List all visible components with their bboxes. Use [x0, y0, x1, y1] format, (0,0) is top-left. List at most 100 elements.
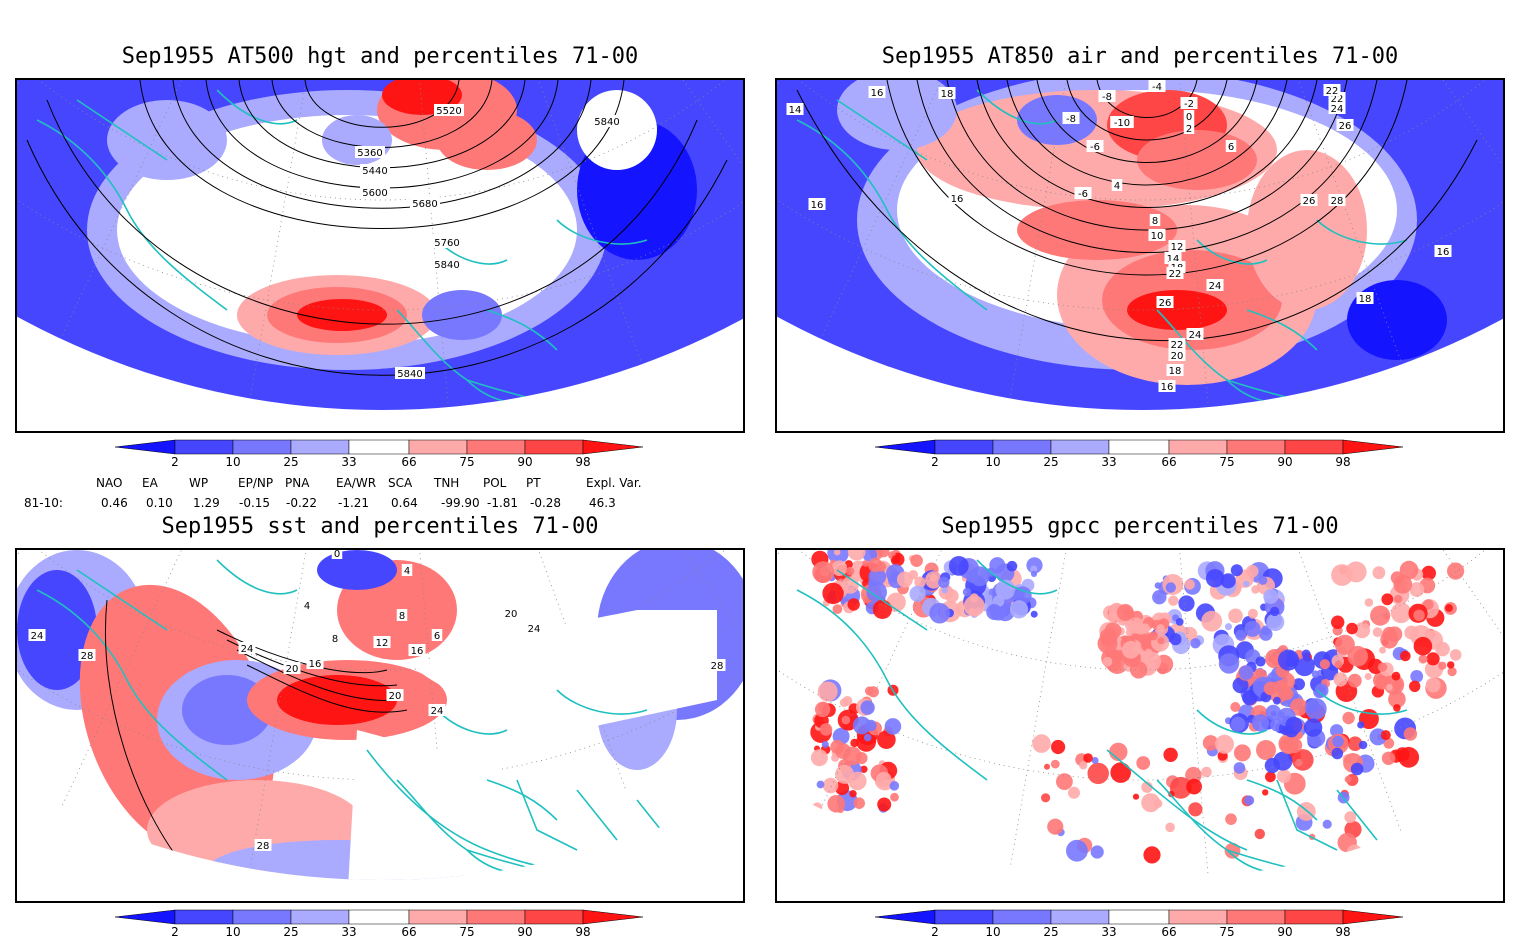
precip-anomaly-cell	[1278, 733, 1299, 754]
contour-line	[304, 80, 460, 128]
precip-anomaly-cell	[1398, 746, 1420, 768]
precip-anomaly-cell	[1215, 734, 1234, 754]
precip-anomaly-cell	[1050, 759, 1060, 769]
contour-line	[886, 80, 1408, 276]
anomaly-region	[1127, 290, 1227, 330]
contour-label-box	[373, 636, 391, 648]
precip-anomaly-cell	[862, 560, 869, 567]
indices-row-label: 81-10:	[24, 496, 63, 510]
contour-label: 5840	[594, 117, 619, 128]
precip-anomaly-cell	[884, 718, 902, 735]
precip-anomaly-cell	[1110, 649, 1119, 658]
precip-anomaly-cell	[1148, 631, 1158, 641]
precip-anomaly-cell	[837, 806, 844, 813]
precip-anomaly-cell	[1006, 560, 1018, 572]
precip-anomaly-cell	[1262, 789, 1269, 796]
contour-label-box	[408, 644, 426, 656]
precip-anomaly-cell	[1083, 753, 1093, 763]
precip-anomaly-cell	[1447, 562, 1465, 580]
precip-anomaly-cell	[1132, 793, 1140, 800]
contour-label: 0	[1186, 112, 1192, 123]
contour-label: -8	[1102, 92, 1112, 103]
precip-anomaly-cell	[1233, 744, 1251, 762]
precip-anomaly-cell	[1254, 828, 1265, 840]
colorbar-tick-label: 98	[575, 925, 591, 939]
colorbar-segment	[934, 439, 994, 455]
precip-anomaly-cell	[1030, 570, 1038, 577]
contour-label: 12	[376, 638, 389, 649]
colorbar-segment	[290, 909, 350, 925]
indices-header-row: NAO EA WP EP/NP PNA EA/WR SCA TNH POL PT Expl. Var…	[0, 476, 760, 492]
contour-label: 16	[309, 659, 322, 670]
contour-label-box	[592, 115, 622, 127]
contour-label-box	[1166, 267, 1184, 279]
colorbar-tick-label: 75	[459, 455, 475, 469]
contour-label: 5840	[434, 260, 459, 271]
precip-anomaly-cell	[860, 765, 868, 773]
index-value: -0.15	[239, 496, 271, 510]
precip-anomaly-cell	[1292, 678, 1305, 691]
precip-anomaly-cell	[1139, 623, 1151, 634]
precip-anomaly-cell	[1377, 662, 1388, 672]
colorbar-tick-label: 98	[575, 455, 591, 469]
panel-title-air850: Sep1955 AT850 air and percentiles 71-00	[881, 44, 1399, 69]
precip-anomaly-cell	[1372, 627, 1383, 638]
anomaly-region	[837, 80, 957, 150]
precip-anomaly-cell	[1090, 845, 1104, 859]
contour-label: 16	[811, 200, 824, 211]
precip-anomaly-cell	[1263, 681, 1278, 696]
index-header: EP/NP	[238, 476, 274, 490]
contour-label-box	[306, 657, 324, 669]
precip-anomaly-cell	[1404, 625, 1419, 640]
precip-anomaly-cell	[852, 716, 871, 735]
precip-anomaly-cell	[1305, 698, 1327, 720]
precip-anomaly-cell	[850, 738, 859, 748]
index-value: 1.29	[193, 496, 220, 510]
precip-anomaly-cell	[876, 771, 892, 788]
precip-anomaly-cell	[1224, 842, 1241, 859]
precip-anomaly-cell	[1399, 560, 1419, 580]
precip-anomaly-cell	[810, 749, 828, 767]
precip-anomaly-cell	[877, 730, 896, 749]
precip-anomaly-cell	[1265, 771, 1276, 783]
colorbar-segment	[348, 439, 410, 455]
precip-anomaly-cell	[929, 574, 938, 582]
precip-anomaly-cell	[863, 733, 872, 742]
precip-anomaly-cell	[1381, 593, 1394, 606]
contour-label-box	[868, 86, 886, 98]
precip-anomaly-cell	[1364, 598, 1374, 607]
colorbar-tick-label: 2	[171, 455, 179, 469]
contour-label: -2	[1184, 99, 1194, 110]
index-header: PNA	[285, 476, 310, 490]
contour-label-box	[502, 607, 520, 619]
contour-label: 26	[1339, 121, 1352, 132]
precip-anomaly-cell	[814, 701, 831, 718]
contour-label: 5680	[412, 199, 437, 210]
precip-anomaly-cell	[929, 602, 950, 624]
contour-label: 24	[31, 631, 44, 642]
colorbar-segment	[290, 439, 350, 455]
precip-anomaly-cell	[1152, 590, 1167, 605]
contour-line	[1066, 80, 1228, 141]
precip-anomaly-cell	[1104, 622, 1122, 640]
contour-label: 14	[789, 105, 802, 116]
contour-label: 24	[1209, 281, 1222, 292]
coastline	[796, 89, 1058, 311]
contour-line	[246, 664, 408, 713]
precip-anomaly-cell	[1165, 822, 1175, 833]
contour-label-box	[1356, 292, 1374, 304]
map-air850-canvas: 141618-4-8-8-10-6-20264-6810121418222426…	[777, 80, 1503, 410]
index-header: EA	[142, 476, 158, 490]
precip-anomaly-cell	[1354, 622, 1371, 639]
colorbar-tick-label: 25	[1043, 455, 1059, 469]
precip-anomaly-cell	[1390, 571, 1404, 585]
precip-anomaly-cell	[1281, 687, 1294, 700]
contour-label: 24	[431, 706, 444, 717]
precip-anomaly-cell	[1383, 613, 1390, 620]
precip-anomaly-cell	[1228, 608, 1243, 624]
colorbar-segment	[934, 909, 994, 925]
precip-anomaly-cell	[1311, 670, 1320, 678]
colorbar-segment	[992, 909, 1052, 925]
colorbar-tick-label: 10	[225, 925, 241, 939]
precip-anomaly-cell	[1394, 594, 1403, 603]
